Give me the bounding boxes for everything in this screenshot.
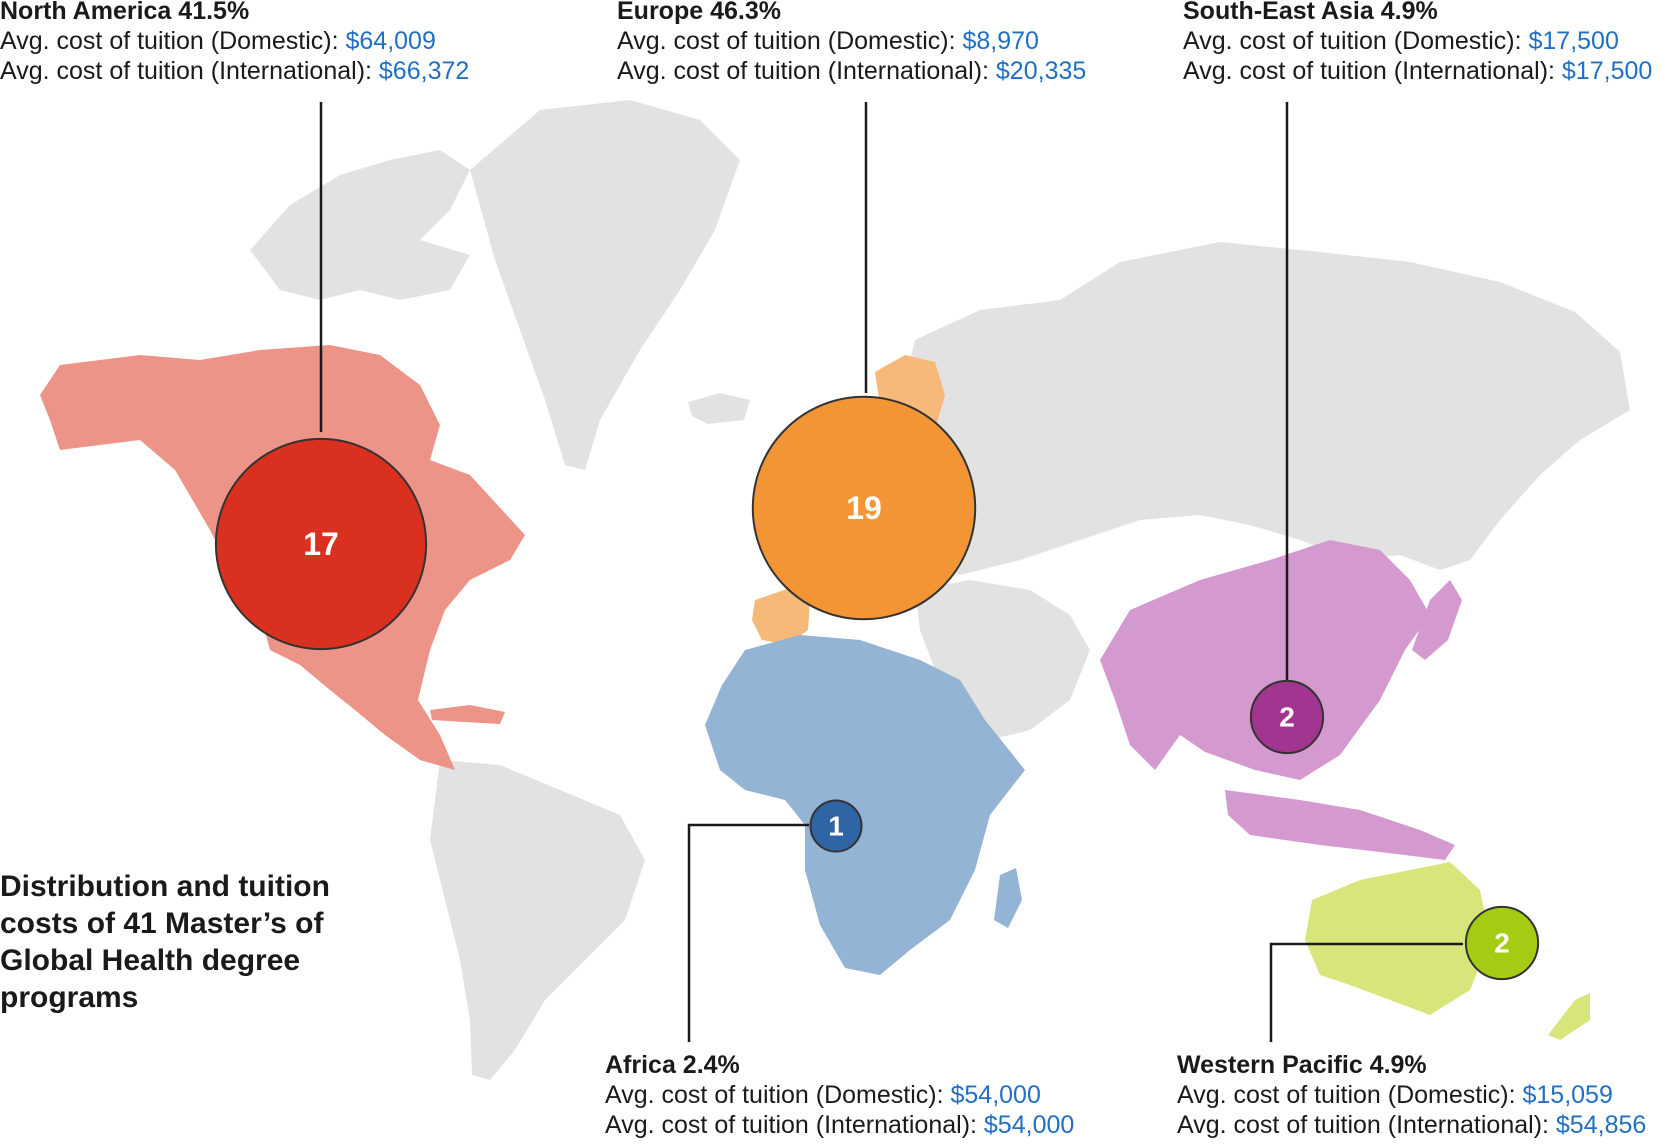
- leader-lines: [319, 102, 1463, 1042]
- bubble-count-western-pacific: 2: [1494, 928, 1510, 959]
- international-cost-label: Avg. cost of tuition (International):: [1177, 1111, 1556, 1139]
- domestic-cost-row: Avg. cost of tuition (Domestic): $54,000: [605, 1080, 1074, 1110]
- international-cost-row: Avg. cost of tuition (International): $2…: [617, 56, 1086, 86]
- land-japan: [1412, 580, 1462, 660]
- land-south-east-asia: [1100, 540, 1430, 780]
- domestic-cost-value: $15,059: [1522, 1081, 1613, 1109]
- domestic-cost-row: Avg. cost of tuition (Domestic): $17,500: [1183, 26, 1652, 56]
- land-madagascar: [994, 868, 1022, 928]
- domestic-cost-label: Avg. cost of tuition (Domestic):: [0, 27, 346, 55]
- bubble-western-pacific: [1464, 905, 1540, 981]
- leader-line-western-pacific: [1269, 942, 1463, 1042]
- region-title: Africa 2.4%: [605, 1051, 740, 1079]
- bubble-north-america: [214, 437, 428, 651]
- region-title: Europe 46.3%: [617, 0, 781, 25]
- land-caribbean: [430, 705, 505, 724]
- international-cost-row: Avg. cost of tuition (International): $5…: [605, 1110, 1074, 1140]
- land-new-zealand: [1548, 993, 1590, 1040]
- international-cost-label: Avg. cost of tuition (International):: [1183, 57, 1562, 85]
- international-cost-row: Avg. cost of tuition (International): $6…: [0, 56, 469, 86]
- bubbles: 17 19 2 1 2: [214, 395, 1540, 981]
- land-australia: [1305, 862, 1490, 1015]
- land-indonesia: [1225, 790, 1455, 860]
- label-north-america: North America 41.5% Avg. cost of tuition…: [0, 0, 469, 86]
- bubble-africa: [809, 799, 863, 853]
- land-africa: [705, 635, 1025, 975]
- domestic-cost-row: Avg. cost of tuition (Domestic): $8,970: [617, 26, 1086, 56]
- domestic-cost-label: Avg. cost of tuition (Domestic):: [1183, 27, 1529, 55]
- bubble-count-south-east-asia: 2: [1279, 702, 1295, 733]
- leader-line-africa: [687, 823, 809, 1042]
- land-south-america: [430, 760, 645, 1080]
- international-cost-label: Avg. cost of tuition (International):: [617, 57, 996, 85]
- international-cost-row: Avg. cost of tuition (International): $5…: [1177, 1110, 1646, 1140]
- label-africa: Africa 2.4% Avg. cost of tuition (Domest…: [605, 1050, 1074, 1140]
- bubble-south-east-asia: [1249, 679, 1325, 755]
- domestic-cost-row: Avg. cost of tuition (Domestic): $15,059: [1177, 1080, 1646, 1110]
- figure-title: Distribution and tuition costs of 41 Mas…: [0, 870, 330, 1014]
- label-south-east-asia: South-East Asia 4.9% Avg. cost of tuitio…: [1183, 0, 1652, 86]
- international-cost-value: $66,372: [378, 57, 470, 85]
- land-iceland: [688, 393, 750, 424]
- region-title: Western Pacific 4.9%: [1177, 1051, 1427, 1079]
- bubble-count-north-america: 17: [303, 526, 339, 562]
- label-europe: Europe 46.3% Avg. cost of tuition (Domes…: [617, 0, 1086, 86]
- land-background: [250, 100, 1630, 1080]
- domestic-cost-label: Avg. cost of tuition (Domestic):: [1177, 1081, 1523, 1109]
- label-western-pacific: Western Pacific 4.9% Avg. cost of tuitio…: [1177, 1050, 1646, 1140]
- international-cost-value: $17,500: [1561, 57, 1653, 85]
- international-cost-value: $54,000: [983, 1111, 1075, 1139]
- international-cost-value: $20,335: [995, 57, 1087, 85]
- region-title: South-East Asia 4.9%: [1183, 0, 1438, 25]
- bubble-count-africa: 1: [828, 811, 844, 842]
- international-cost-row: Avg. cost of tuition (International): $1…: [1183, 56, 1652, 86]
- bubble-europe: [751, 395, 977, 621]
- region-title: North America 41.5%: [0, 0, 250, 25]
- international-cost-label: Avg. cost of tuition (International):: [0, 57, 379, 85]
- land-iberia: [752, 588, 810, 645]
- land-greenland: [470, 100, 740, 470]
- domestic-cost-row: Avg. cost of tuition (Domestic): $64,009: [0, 26, 469, 56]
- land-arctic-islands: [250, 150, 470, 300]
- domestic-cost-label: Avg. cost of tuition (Domestic):: [617, 27, 963, 55]
- bubble-count-europe: 19: [846, 490, 882, 526]
- land-russia-asia: [900, 242, 1630, 575]
- domestic-cost-value: $64,009: [345, 27, 436, 55]
- international-cost-value: $54,856: [1555, 1111, 1647, 1139]
- domestic-cost-value: $8,970: [962, 27, 1039, 55]
- domestic-cost-value: $17,500: [1528, 27, 1619, 55]
- domestic-cost-label: Avg. cost of tuition (Domestic):: [605, 1081, 951, 1109]
- international-cost-label: Avg. cost of tuition (International):: [605, 1111, 984, 1139]
- domestic-cost-value: $54,000: [950, 1081, 1041, 1109]
